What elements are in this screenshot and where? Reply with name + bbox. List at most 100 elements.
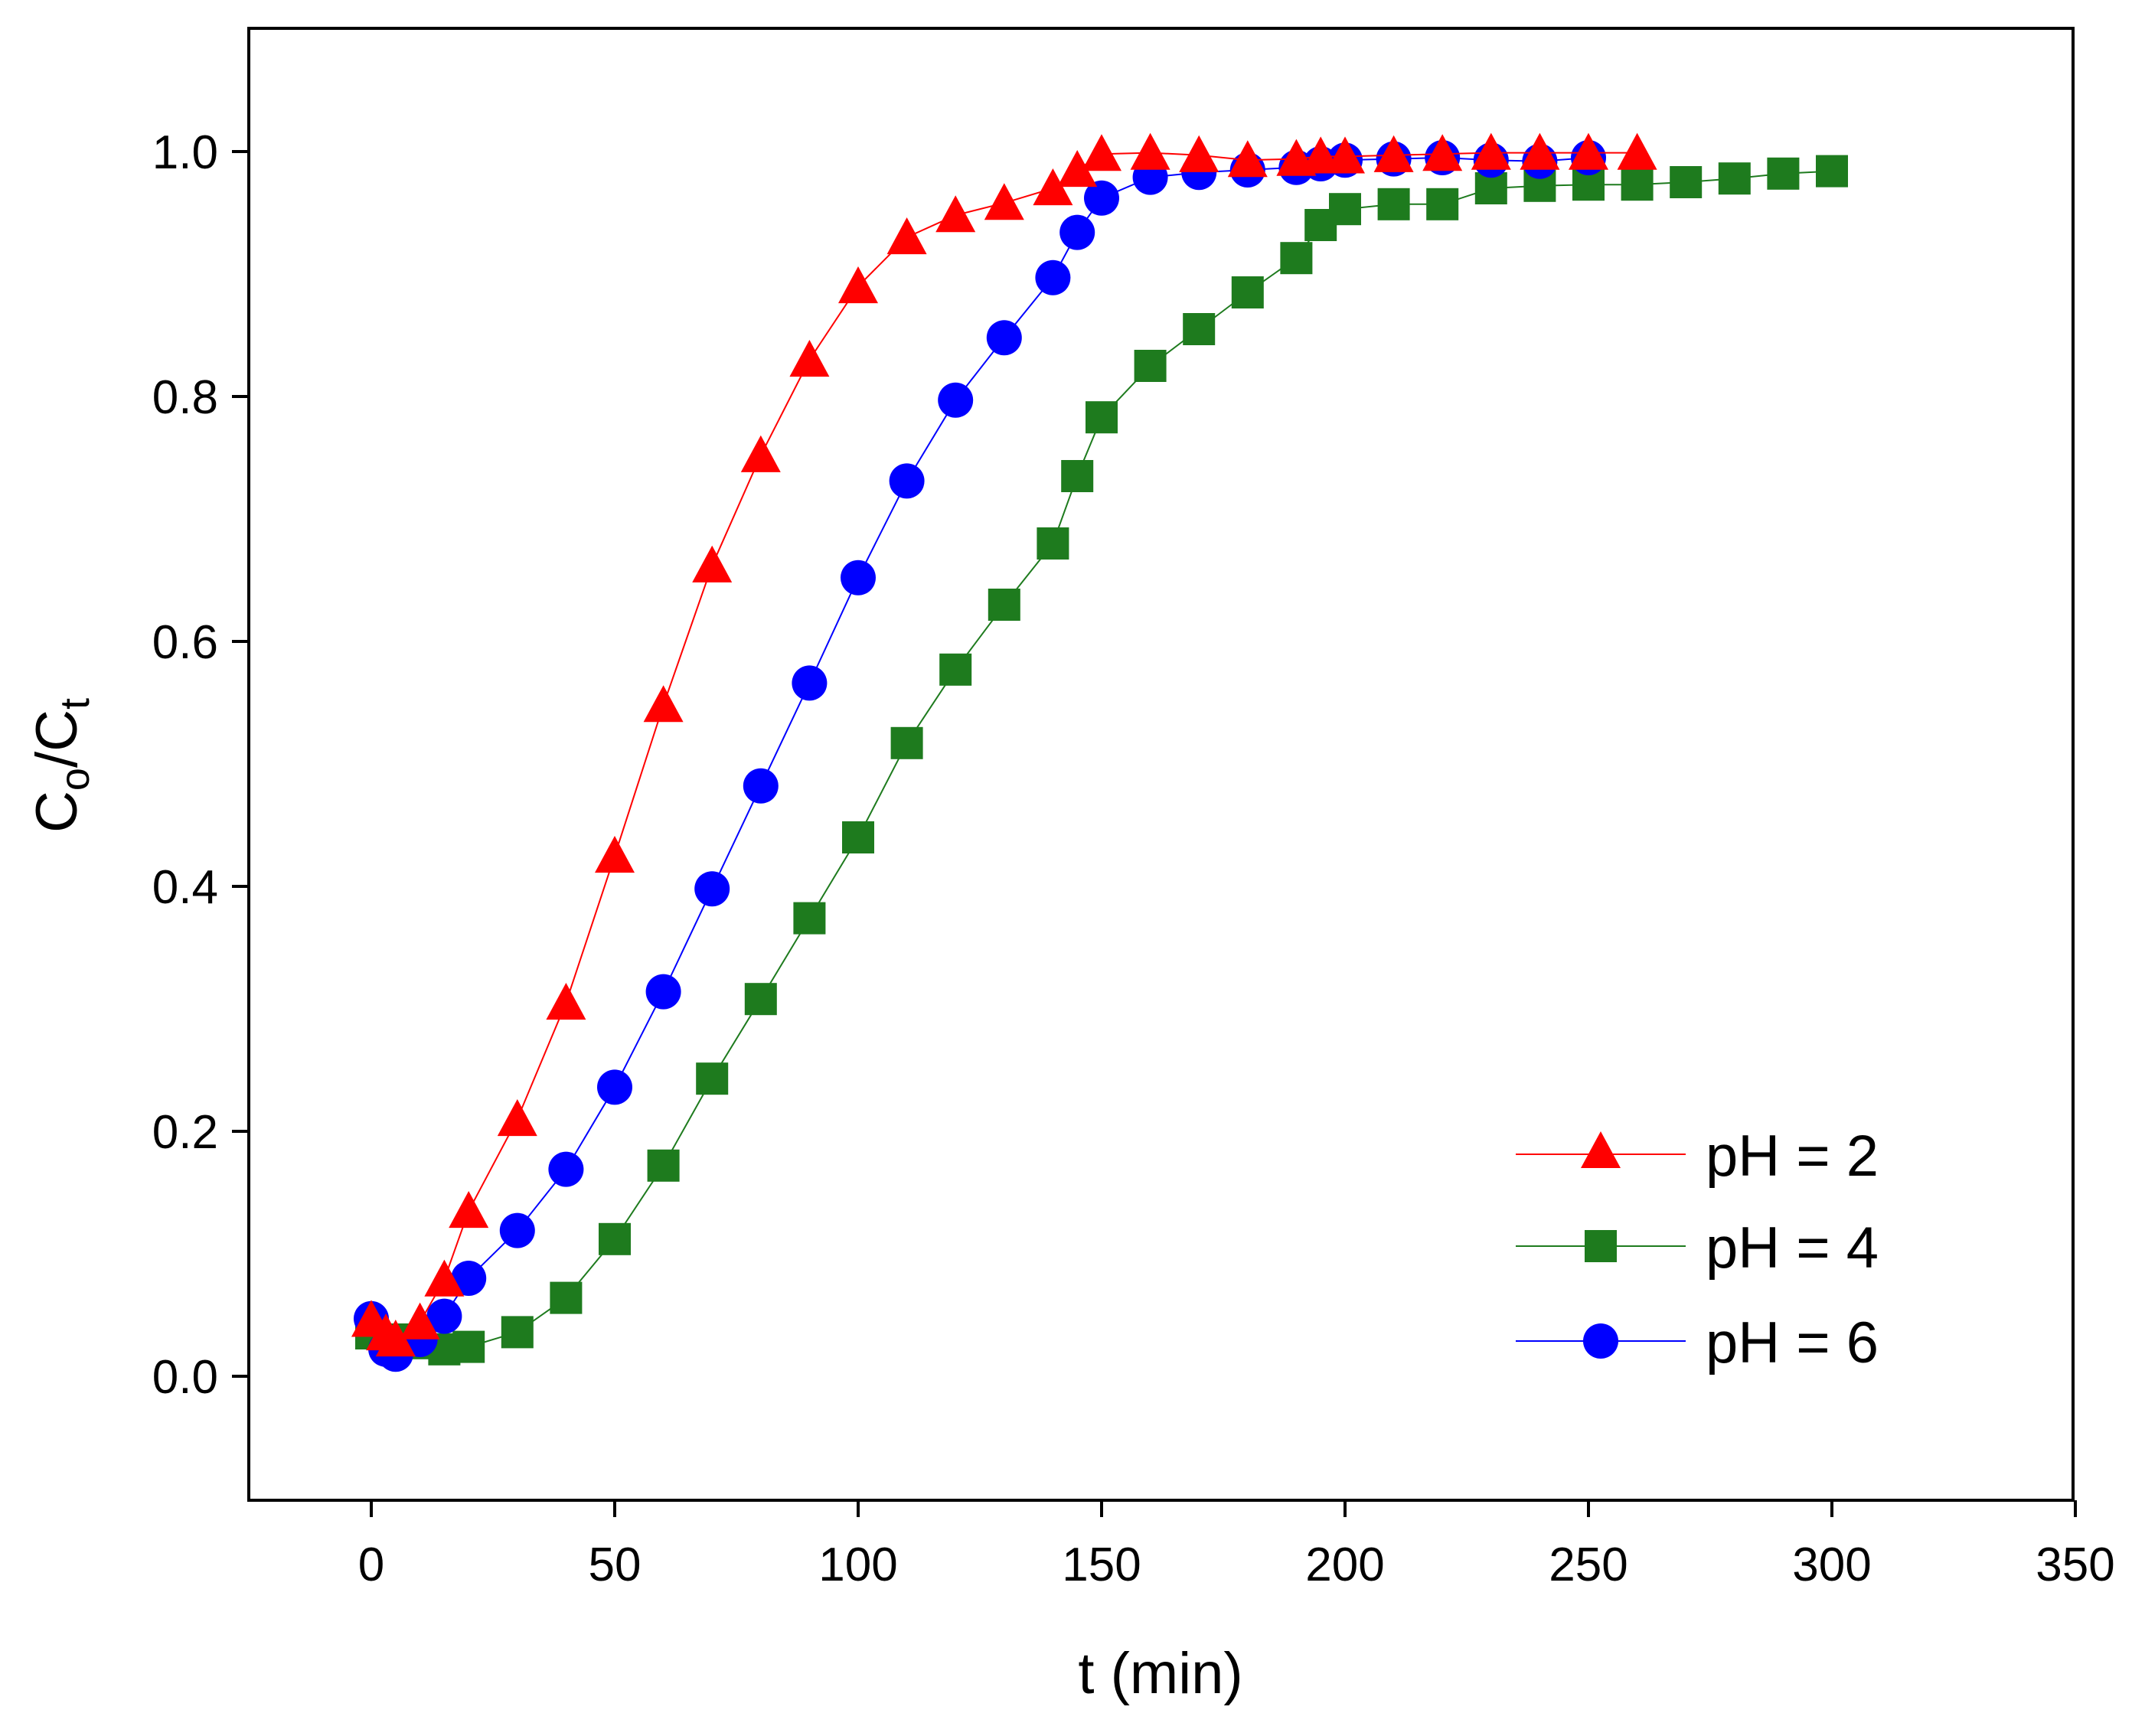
y-tick-label: 0.0 [152, 1351, 218, 1404]
data-point-ph2 [1082, 134, 1121, 171]
data-point-ph4 [647, 1149, 680, 1182]
data-point-ph2 [740, 435, 781, 472]
data-point-ph2 [1471, 132, 1511, 170]
y-tick-label: 1.0 [152, 126, 218, 179]
data-point-ph2 [643, 685, 684, 723]
data-point-ph4 [1061, 460, 1094, 492]
data-point-ph2 [935, 195, 976, 233]
data-point-ph4 [501, 1316, 534, 1349]
data-point-ph4 [1377, 188, 1410, 220]
data-point-ph4 [1280, 242, 1313, 275]
data-point-ph2 [1033, 168, 1073, 206]
data-point-ph6 [451, 1261, 487, 1296]
data-point-ph6 [1035, 259, 1071, 295]
data-point-ph2 [838, 266, 878, 304]
y-tick-label: 0.4 [152, 861, 218, 914]
data-point-ph2 [886, 217, 927, 255]
legend-entry-ph6: pH = 6 [1516, 1310, 1879, 1375]
data-point-ph6 [889, 463, 925, 499]
data-point-ph6 [986, 320, 1022, 356]
data-point-ph2 [546, 983, 586, 1020]
x-tick-label: 150 [1062, 1539, 1141, 1591]
plot-frame [247, 27, 2075, 1502]
y-axis-label-sub-t: t [52, 698, 98, 710]
y-axis-label-sub-o: o [52, 768, 98, 791]
x-tick-label: 250 [1549, 1539, 1628, 1591]
data-point-ph2 [1057, 150, 1098, 188]
data-point-ph4 [842, 821, 874, 853]
data-point-ph6 [645, 974, 681, 1010]
data-point-ph4 [1231, 276, 1264, 308]
data-point-ph6 [841, 560, 876, 596]
data-point-ph4 [744, 983, 777, 1016]
legend-entry-ph4: pH = 4 [1516, 1216, 1879, 1281]
data-point-ph4 [599, 1222, 631, 1255]
series-layer [351, 132, 1848, 1372]
data-point-ph2 [1227, 140, 1268, 178]
y-axis-label-sep: /C [24, 710, 90, 768]
y-axis-label-main: C [24, 791, 90, 833]
data-point-ph6 [1084, 180, 1119, 216]
x-tick-label: 100 [818, 1539, 897, 1591]
data-point-ph6 [1059, 214, 1095, 250]
data-point-ph4 [452, 1330, 485, 1363]
y-tick-label: 0.8 [152, 371, 218, 424]
data-point-ph4 [1037, 527, 1069, 560]
y-tick-label: 0.2 [152, 1106, 218, 1159]
data-point-ph4 [939, 653, 972, 686]
data-point-ph2 [424, 1259, 465, 1297]
data-point-ph2 [1325, 136, 1365, 174]
data-point-ph2 [1422, 134, 1463, 171]
data-point-ph2 [375, 1320, 416, 1357]
data-point-ph2 [400, 1302, 440, 1340]
x-tick-label: 350 [2036, 1539, 2114, 1591]
legend-label-ph2: pH = 2 [1706, 1124, 1879, 1189]
data-point-ph4 [1329, 193, 1361, 226]
data-point-ph2 [449, 1191, 489, 1229]
data-point-ph4 [1718, 162, 1751, 195]
data-point-ph6 [743, 768, 779, 804]
data-point-ph6 [548, 1151, 584, 1187]
data-point-ph2 [1179, 135, 1219, 172]
data-point-ph6 [792, 665, 828, 701]
legend: pH = 2 pH = 4 pH = 6 [1516, 1124, 1879, 1375]
data-point-ph2 [595, 836, 635, 873]
data-point-ph4 [793, 902, 826, 935]
y-axis-label: Co/Ct [24, 698, 98, 833]
data-point-ph4 [1086, 401, 1118, 434]
data-point-ph4 [890, 726, 923, 759]
x-tick-label: 300 [1792, 1539, 1871, 1591]
data-point-ph2 [692, 545, 733, 582]
data-point-ph4 [550, 1281, 583, 1314]
series-ph4 [355, 155, 1848, 1366]
x-tick-label: 200 [1305, 1539, 1384, 1591]
data-point-ph2 [984, 183, 1024, 220]
data-point-ph4 [1134, 350, 1167, 382]
x-tick-label: 50 [589, 1539, 642, 1591]
y-tick-label: 0.6 [152, 616, 218, 669]
data-point-ph4 [988, 589, 1020, 621]
data-point-ph6 [938, 382, 974, 418]
data-point-ph4 [1767, 157, 1800, 190]
data-point-ph2 [789, 340, 830, 377]
data-point-ph6 [499, 1212, 535, 1248]
legend-entry-ph2: pH = 2 [1516, 1124, 1879, 1189]
legend-marker-ph2 [1581, 1131, 1621, 1168]
data-point-ph4 [696, 1062, 729, 1095]
series-ph2 [351, 132, 1657, 1357]
legend-marker-ph6 [1583, 1323, 1618, 1359]
data-point-ph2 [1569, 132, 1608, 170]
data-point-ph6 [426, 1298, 462, 1334]
legend-marker-ph4 [1585, 1230, 1617, 1262]
data-point-ph4 [1621, 168, 1654, 201]
data-point-ph4 [1183, 313, 1216, 345]
data-point-ph4 [1816, 155, 1848, 188]
x-axis-label: t (min) [1078, 1641, 1242, 1706]
x-tick-label: 0 [358, 1539, 384, 1591]
legend-label-ph4: pH = 4 [1706, 1216, 1879, 1281]
data-point-ph6 [597, 1069, 632, 1105]
data-point-ph2 [1520, 132, 1560, 170]
